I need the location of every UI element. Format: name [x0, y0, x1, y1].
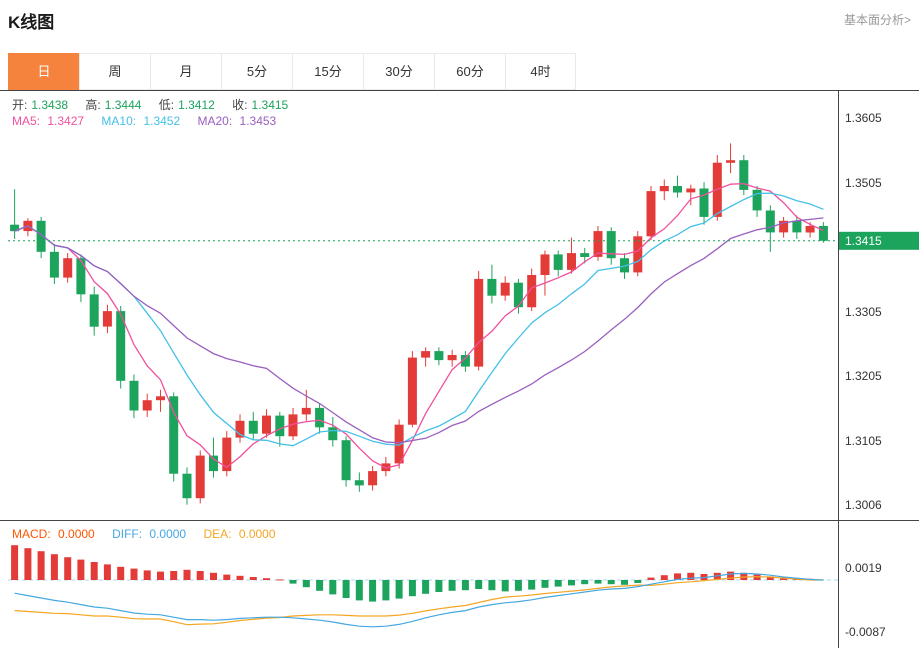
fundamental-analysis-link[interactable]: 基本面分析>	[843, 13, 911, 27]
tab-h4[interactable]: 4时	[505, 53, 576, 90]
axis-tick-label: 1.3205	[845, 369, 882, 383]
tab-day[interactable]: 日	[8, 53, 79, 90]
candlestick-chart[interactable]: 1.3605 1.3505 1.3305 1.3205 1.3105 1.300…	[0, 90, 919, 648]
interval-tabs: 日周月 5分 15分 30分 60分 4时	[8, 53, 576, 90]
tab-m15[interactable]: 15分	[292, 53, 363, 90]
moving-average-layer	[14, 182, 824, 469]
macd-layer	[8, 545, 838, 628]
macd-axis-label: 0.0019	[845, 561, 882, 575]
axis-tick-label: 1.3505	[845, 176, 882, 190]
axis-tick-label: 1.3105	[845, 434, 882, 448]
current-price-value: 1.3415	[845, 234, 882, 248]
axis-tick-label: 1.3305	[845, 305, 882, 319]
tab-m30[interactable]: 30分	[363, 53, 434, 90]
tab-week[interactable]: 周	[79, 53, 150, 90]
axis-tick-label: 1.3006	[845, 498, 882, 512]
tab-m5[interactable]: 5分	[221, 53, 292, 90]
macd-axis-label: -0.0087	[845, 625, 886, 639]
tab-m60[interactable]: 60分	[434, 53, 505, 90]
chart-area[interactable]: 1.3605 1.3505 1.3305 1.3205 1.3105 1.300…	[0, 90, 919, 648]
candlestick-layer	[10, 143, 828, 505]
axis-tick-label: 1.3605	[845, 111, 882, 125]
current-price-badge: 1.3415	[839, 231, 919, 250]
tab-month[interactable]: 月	[150, 53, 221, 90]
page-title: K线图	[8, 13, 55, 32]
